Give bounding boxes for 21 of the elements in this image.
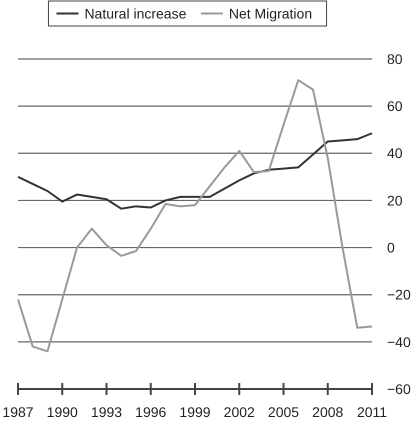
y-tick-label: −40 bbox=[387, 334, 411, 350]
line-series bbox=[17, 79, 373, 352]
x-tick-label: 1993 bbox=[90, 404, 122, 420]
y-tick-label: 20 bbox=[387, 192, 403, 208]
x-tick-label: 2002 bbox=[224, 404, 256, 420]
x-tick-label: 1996 bbox=[135, 404, 167, 420]
y-tick-label: −60 bbox=[387, 380, 411, 397]
x-tick-label: 2011 bbox=[356, 404, 388, 420]
y-tick-label: 40 bbox=[387, 145, 403, 162]
y-tick-label: 60 bbox=[387, 98, 403, 114]
x-tick-label: 1999 bbox=[179, 404, 211, 420]
x-tick-label: 2008 bbox=[312, 404, 344, 420]
legend-label: Natural increase bbox=[84, 5, 187, 22]
x-tick-label: 1987 bbox=[2, 404, 34, 420]
y-tick-label: −20 bbox=[387, 286, 411, 303]
line-series bbox=[17, 132, 373, 210]
x-tick-label: 1990 bbox=[46, 404, 78, 420]
x-tick-label: 2005 bbox=[268, 404, 300, 420]
y-tick-label: 80 bbox=[387, 50, 403, 67]
legend-label: Net Migration bbox=[228, 5, 312, 22]
y-tick-label: 0 bbox=[387, 239, 395, 256]
